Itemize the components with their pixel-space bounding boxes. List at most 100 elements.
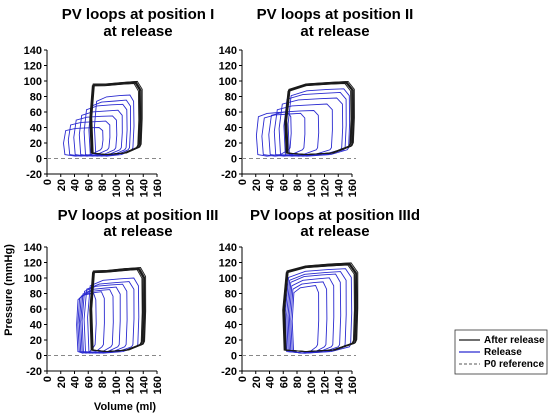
y-tick-label: 140 bbox=[219, 45, 237, 57]
release-loop bbox=[67, 120, 111, 157]
x-tick-label: 100 bbox=[306, 376, 318, 394]
after-release-loop bbox=[286, 80, 355, 156]
y-tick-label: 0 bbox=[36, 351, 42, 363]
y-tick-label: 80 bbox=[225, 289, 237, 301]
x-tick-label: 80 bbox=[292, 376, 304, 388]
y-tick-label: 100 bbox=[24, 76, 42, 88]
y-tick-label: 20 bbox=[225, 335, 237, 347]
x-tick-label: 120 bbox=[320, 179, 332, 197]
x-tick-label: 40 bbox=[70, 376, 82, 388]
legend: After release Release P0 reference bbox=[454, 329, 548, 375]
y-axis-label: Pressure (mmHg) bbox=[3, 244, 15, 336]
x-tick-label: 60 bbox=[83, 179, 95, 191]
y-tick-label: 140 bbox=[24, 45, 42, 57]
x-tick-label: 80 bbox=[97, 179, 109, 191]
x-tick-label: 160 bbox=[347, 376, 359, 394]
panel-1-title-line2: at release bbox=[103, 23, 172, 40]
panel-2-title-line2: at release bbox=[300, 23, 369, 40]
y-tick-label: 20 bbox=[30, 138, 42, 150]
x-tick-label: 0 bbox=[237, 376, 249, 382]
y-tick-label: 100 bbox=[24, 273, 42, 285]
x-tick-label: 60 bbox=[278, 376, 290, 388]
x-tick-label: 20 bbox=[56, 179, 68, 191]
x-tick-label: 40 bbox=[265, 376, 277, 388]
x-tick-label: 120 bbox=[125, 376, 137, 394]
y-tick-label: 40 bbox=[30, 123, 42, 135]
y-tick-label: 120 bbox=[24, 258, 42, 270]
y-tick-label: 140 bbox=[219, 242, 237, 254]
x-tick-label: 60 bbox=[278, 179, 290, 191]
y-tick-label: 60 bbox=[30, 107, 42, 119]
after-release-loop bbox=[91, 267, 147, 353]
after-release-loop bbox=[89, 268, 144, 353]
legend-label-release: Release bbox=[484, 347, 522, 358]
release-loop bbox=[290, 281, 328, 354]
x-tick-label: 40 bbox=[265, 179, 277, 191]
release-loop bbox=[80, 286, 121, 354]
y-tick-label: 80 bbox=[30, 289, 42, 301]
release-loop bbox=[261, 112, 306, 157]
x-tick-label: 120 bbox=[320, 376, 332, 394]
release-loop bbox=[63, 127, 104, 157]
y-tick-label: 20 bbox=[225, 138, 237, 150]
y-tick-label: 60 bbox=[30, 304, 42, 316]
x-tick-label: 120 bbox=[125, 179, 137, 197]
y-tick-label: 100 bbox=[219, 273, 237, 285]
after-release-loop bbox=[91, 80, 143, 156]
x-tick-label: 140 bbox=[138, 179, 150, 197]
y-tick-label: 80 bbox=[225, 92, 237, 104]
y-tick-label: 60 bbox=[225, 107, 237, 119]
x-axis-label: Volume (ml) bbox=[94, 401, 156, 413]
release-loop bbox=[76, 293, 97, 354]
y-tick-label: 120 bbox=[24, 61, 42, 73]
y-tick-label: 80 bbox=[30, 92, 42, 104]
x-tick-label: 20 bbox=[251, 376, 263, 388]
y-tick-label: -20 bbox=[221, 366, 237, 378]
x-tick-label: 100 bbox=[111, 179, 123, 197]
y-tick-label: 20 bbox=[30, 335, 42, 347]
x-tick-label: 140 bbox=[333, 376, 345, 394]
x-tick-label: 160 bbox=[152, 179, 164, 197]
panel-3-title-line2: at release bbox=[103, 223, 172, 240]
legend-label-after-release: After release bbox=[484, 335, 545, 346]
panel-4-title-line2: at release bbox=[300, 223, 369, 240]
release-loop bbox=[87, 277, 140, 354]
x-tick-label: 160 bbox=[347, 179, 359, 197]
release-loop bbox=[93, 94, 135, 157]
x-tick-label: 80 bbox=[292, 179, 304, 191]
y-tick-label: 0 bbox=[231, 351, 237, 363]
y-tick-label: 100 bbox=[219, 76, 237, 88]
release-loop bbox=[255, 111, 292, 157]
release-loop bbox=[288, 277, 335, 354]
x-tick-label: 80 bbox=[97, 376, 109, 388]
y-tick-label: 40 bbox=[225, 123, 237, 135]
release-loop bbox=[83, 103, 128, 157]
panel-4-title-line1: PV loops at position IIId bbox=[250, 207, 420, 224]
release-loop bbox=[287, 273, 342, 354]
release-loop bbox=[287, 88, 351, 157]
x-tick-label: 20 bbox=[251, 179, 263, 191]
y-tick-label: 0 bbox=[36, 154, 42, 166]
y-tick-label: -20 bbox=[221, 169, 237, 181]
x-tick-label: 100 bbox=[306, 179, 318, 197]
y-tick-label: 40 bbox=[225, 320, 237, 332]
release-loop bbox=[291, 285, 320, 354]
x-tick-label: 100 bbox=[111, 376, 123, 394]
y-tick-label: 140 bbox=[24, 242, 42, 254]
x-tick-label: 40 bbox=[70, 179, 82, 191]
y-tick-label: 60 bbox=[225, 304, 237, 316]
release-loop bbox=[83, 281, 135, 354]
x-tick-label: 20 bbox=[56, 376, 68, 388]
panel-2-title-line1: PV loops at position II bbox=[257, 6, 414, 23]
x-tick-label: 160 bbox=[152, 376, 164, 394]
release-loop bbox=[286, 271, 347, 354]
after-release-loop bbox=[90, 268, 146, 353]
panel-3-title-line1: PV loops at position III bbox=[58, 207, 219, 224]
legend-label-p0-reference: P0 reference bbox=[484, 359, 544, 370]
x-tick-label: 140 bbox=[138, 376, 150, 394]
